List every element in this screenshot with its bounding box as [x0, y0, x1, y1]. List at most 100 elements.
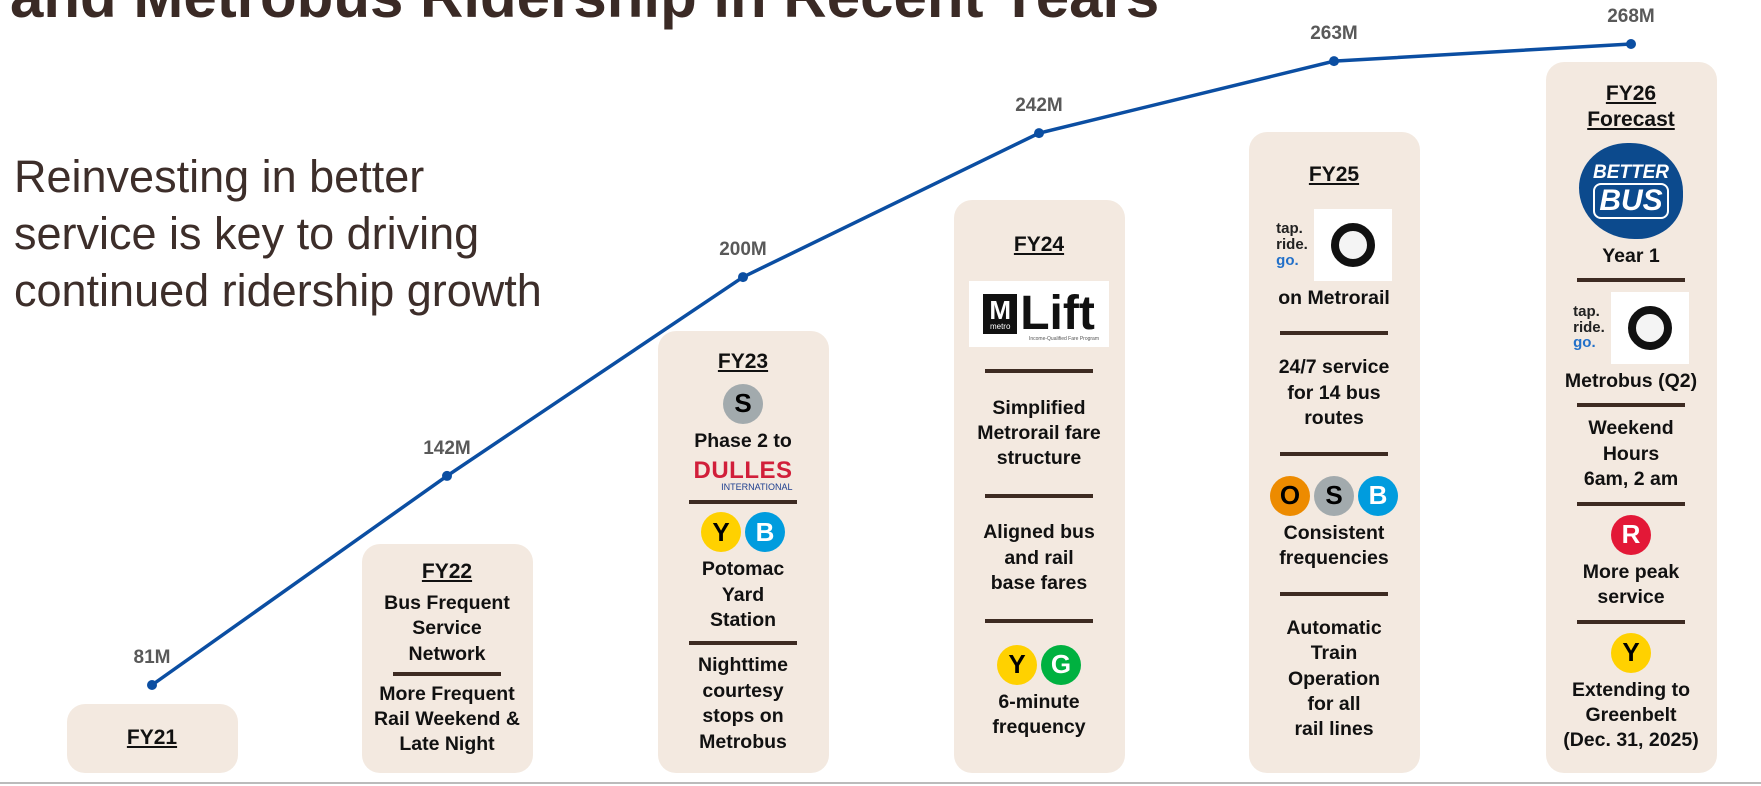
card-section: Automatic Train Operation for all rail l… [1286, 616, 1381, 743]
card-section: tap. ride. go. Metrobus (Q2) [1564, 291, 1698, 394]
line-badge: O [1270, 475, 1310, 516]
milestone-card: FY21 [66, 704, 238, 773]
line-badge: G [1040, 644, 1081, 685]
dulles-logo: DULLES INTERNATIONAL [693, 456, 793, 492]
data-point [1034, 128, 1044, 139]
smartrip-ring [1330, 222, 1375, 267]
value-label: 81M [134, 647, 171, 668]
logo-name: DULLES [693, 456, 793, 484]
card-text: Bus Frequent Service Network [384, 591, 510, 665]
separator [393, 672, 501, 677]
data-point [738, 272, 748, 283]
separator [985, 369, 1093, 374]
card-text: 24/7 service for 14 bus routes [1278, 356, 1390, 430]
card-text: on Metrorail [1278, 286, 1390, 309]
logo-word: go. [1573, 334, 1596, 352]
better-bus-logo: BETTER BUS [1579, 142, 1683, 239]
separator [689, 641, 797, 646]
value-label: 242M [1015, 95, 1063, 116]
separator [1577, 278, 1685, 283]
subtitle: Reinvesting in better service is key to … [14, 151, 542, 316]
logo-words: tap. ride. go. [1573, 304, 1605, 351]
logo-word: go. [1276, 251, 1299, 269]
card-text: 6-minute frequency [992, 690, 1086, 739]
smartrip-image [1610, 291, 1689, 364]
card-text: More Frequent Rail Weekend & Late Night [374, 682, 520, 756]
card-text: Consistent frequencies [1279, 521, 1389, 570]
card-text: Metrobus (Q2) [1564, 369, 1698, 392]
card-title: FY26 Forecast [1587, 82, 1675, 132]
line-badge: B [745, 512, 785, 553]
card-title: FY21 [126, 726, 178, 750]
card-title: FY23 [717, 350, 769, 374]
card-title: FY22 [421, 560, 473, 584]
data-point [1329, 56, 1339, 67]
logo-word: tap. [1276, 220, 1303, 238]
line-badge: S [723, 383, 763, 424]
value-label: 263M [1310, 23, 1358, 44]
logo-word: tap. [1573, 302, 1600, 320]
card-text: Weekend Hours 6am, 2 am [1583, 417, 1679, 490]
tap-ride-go-logo: tap. ride. go. [1276, 208, 1392, 281]
logo-small: metro [989, 321, 1011, 331]
card-text: More peak service [1582, 560, 1680, 609]
line-badge: S [1314, 475, 1354, 516]
separator [1577, 619, 1685, 624]
logo-word: BETTER [1593, 162, 1669, 184]
card-section: tap. ride. go. on Metrorail [1276, 208, 1392, 311]
card-text: Simplified Metrorail fare structure [977, 396, 1101, 470]
card-section: Simplified Metrorail fare structure [977, 396, 1101, 472]
logo-tagline: Income-Qualified Fare Program [1028, 335, 1099, 342]
card-section: O S B Consistent frequencies [1270, 475, 1398, 572]
card-section: More Frequent Rail Weekend & Late Night [374, 682, 520, 758]
card-section: Y B Potomac Yard Station [701, 512, 785, 633]
milestone-card: FY22 Bus Frequent Service Network More Fre… [361, 544, 533, 773]
slide-title: and Metrobus Ridership in Recent Years [10, 0, 1159, 31]
smartrip-image [1313, 208, 1392, 281]
milestone-card: FY26 Forecast BETTER BUS Year 1 tap. ride. go.… [1545, 62, 1717, 773]
data-point [147, 680, 157, 690]
line-badges: S [723, 383, 763, 424]
card-text: Year 1 [1602, 244, 1660, 267]
card-text: Automatic Train Operation for all rail l… [1286, 617, 1382, 741]
card-section: S Phase 2 to DULLES INTERNATIONAL [693, 383, 793, 492]
data-point [442, 470, 452, 481]
line-badges: Y [1610, 632, 1651, 673]
card-section: Aligned bus and rail base fares [983, 520, 1095, 596]
card-title: FY24 [1013, 233, 1065, 257]
card-section: BETTER BUS Year 1 [1579, 142, 1683, 269]
value-label: 268M [1607, 6, 1655, 27]
card-title: FY25 [1308, 163, 1360, 187]
separator [689, 500, 797, 505]
card-text: Phase 2 to [694, 429, 792, 452]
card-text: Nighttime courtesy stops on Metrobus [698, 654, 788, 753]
milestone-card: FY25 tap. ride. go. on Metrorail 24/7 service… [1248, 132, 1420, 773]
separator [1280, 451, 1388, 456]
separator [1280, 591, 1388, 596]
card-section: Bus Frequent Service Network [384, 591, 510, 667]
line-badge: B [1358, 475, 1398, 516]
separator [1577, 501, 1685, 506]
line-badge: R [1610, 514, 1651, 555]
card-section: Nighttime courtesy stops on Metrobus [698, 653, 788, 754]
value-label: 142M [423, 438, 471, 459]
line-badge: Y [996, 644, 1037, 685]
card-section: R More peak service [1582, 514, 1680, 611]
logo-sub: INTERNATIONAL [721, 481, 793, 492]
card-section: 24/7 service for 14 bus routes [1279, 355, 1390, 431]
logo-word: ride. [1276, 235, 1308, 253]
milestone-card: FY23 S Phase 2 to DULLES INTERNATIONAL Y B Poto… [657, 331, 829, 773]
separator [985, 618, 1093, 623]
logo-word: BUS [1593, 183, 1669, 219]
card-section: Y Extending to Greenbelt (Dec. 31, 2025) [1563, 632, 1699, 754]
card-section: Y G 6-minute frequency [992, 644, 1086, 741]
logo-words: tap. ride. go. [1276, 221, 1308, 268]
logo-word: ride. [1573, 318, 1605, 336]
